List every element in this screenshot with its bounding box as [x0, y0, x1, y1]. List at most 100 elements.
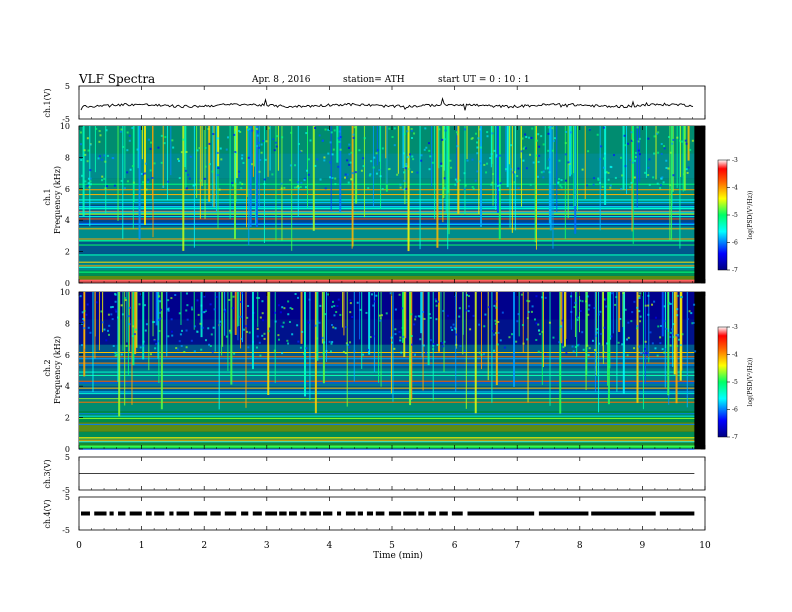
colorbar-tick-label: -6 — [732, 240, 738, 247]
speckle — [654, 347, 657, 350]
speckle — [496, 343, 499, 346]
speckle — [225, 148, 228, 151]
speckle — [542, 176, 545, 179]
speckle — [495, 306, 498, 309]
speckle — [551, 127, 554, 130]
speckle — [626, 338, 629, 341]
speckle — [84, 153, 87, 156]
speckle — [178, 176, 181, 179]
speckle — [193, 325, 196, 328]
sferic-streak — [616, 292, 618, 392]
speckle — [347, 181, 350, 184]
sferic-streak — [599, 126, 601, 231]
speckle — [229, 331, 232, 334]
sferic-streak — [148, 292, 150, 371]
sferic-streak — [124, 126, 126, 179]
sferic-streak — [158, 292, 160, 384]
speckle — [472, 187, 475, 190]
speckle — [174, 293, 177, 296]
speckle — [277, 304, 280, 307]
speckle — [499, 182, 502, 185]
speckle — [405, 165, 408, 168]
speckle — [420, 159, 423, 162]
sferic-streak — [549, 292, 551, 406]
speckle — [432, 344, 435, 347]
speckle — [493, 349, 496, 352]
x-tick-label: 0 — [76, 541, 82, 551]
speckle — [344, 176, 347, 179]
speckle — [243, 328, 246, 331]
ch4-pulse-segment — [241, 511, 249, 516]
speckle — [593, 349, 596, 352]
sferic-streak — [380, 126, 382, 210]
speckle — [609, 184, 612, 187]
speckle — [376, 149, 379, 152]
speckle — [564, 179, 567, 182]
speckle — [124, 299, 127, 302]
speckle — [544, 296, 547, 299]
speckle — [454, 178, 457, 181]
speckle — [391, 135, 394, 138]
sferic-streak — [462, 292, 464, 355]
speckle — [191, 308, 194, 311]
speckle — [256, 335, 259, 338]
speckle — [399, 186, 402, 189]
sferic-streak — [117, 292, 119, 382]
speckle — [634, 151, 637, 154]
speckle — [186, 318, 189, 321]
speckle — [410, 128, 413, 131]
narrowband-line — [79, 266, 695, 268]
speckle — [294, 293, 297, 296]
sferic-streak — [534, 126, 537, 243]
sferic-streak — [386, 126, 388, 185]
speckle — [149, 147, 152, 150]
sferic-streak — [419, 126, 421, 250]
sferic-streak — [143, 126, 146, 225]
speckle — [349, 302, 352, 305]
speckle — [609, 186, 612, 189]
sferic-streak — [560, 292, 563, 344]
sferic-streak — [339, 126, 342, 212]
speckle — [503, 346, 506, 349]
speckle — [332, 300, 335, 303]
speckle — [541, 296, 544, 299]
speckle — [483, 163, 486, 166]
speckle — [105, 339, 108, 342]
y-tick-label: 2 — [65, 248, 70, 257]
speckle — [334, 183, 337, 186]
spectrogram-band — [79, 292, 695, 320]
speckle — [247, 346, 250, 349]
speckle — [404, 167, 407, 170]
speckle — [233, 352, 236, 355]
speckle — [529, 183, 532, 186]
speckle — [217, 137, 220, 140]
narrowband-line — [79, 211, 695, 213]
speckle — [654, 316, 657, 319]
speckle — [450, 166, 453, 169]
speckle — [653, 300, 656, 303]
speckle — [153, 339, 156, 342]
speckle — [256, 130, 259, 133]
speckle — [639, 292, 642, 295]
speckle — [488, 306, 491, 309]
speckle — [160, 134, 163, 137]
speckle — [428, 168, 431, 171]
speckle — [485, 171, 488, 174]
speckle — [647, 294, 650, 297]
speckle — [623, 134, 626, 137]
speckle — [297, 185, 300, 188]
speckle — [467, 305, 470, 308]
speckle — [176, 348, 179, 351]
speckle — [607, 171, 610, 174]
speckle — [167, 299, 170, 302]
speckle — [587, 308, 590, 311]
speckle — [132, 181, 135, 184]
speckle — [146, 181, 149, 184]
speckle — [587, 313, 590, 316]
speckle — [528, 136, 531, 139]
speckle — [627, 142, 630, 145]
speckle — [125, 344, 128, 347]
ch4-pulse-segment — [439, 511, 448, 516]
sferic-streak — [632, 126, 634, 244]
sferic-streak — [132, 126, 134, 229]
